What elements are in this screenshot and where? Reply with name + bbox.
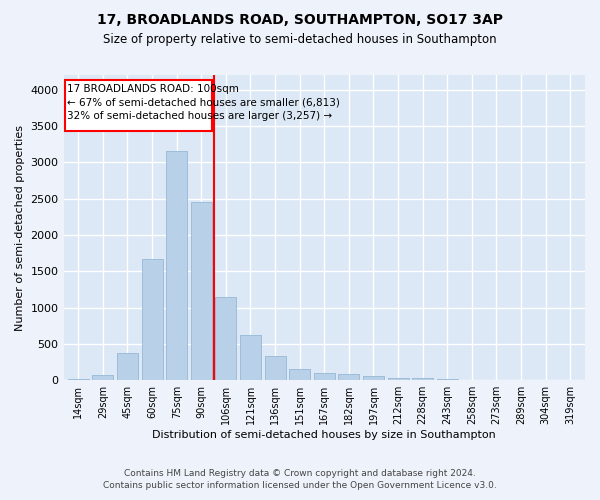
X-axis label: Distribution of semi-detached houses by size in Southampton: Distribution of semi-detached houses by … bbox=[152, 430, 496, 440]
Bar bbox=[191, 202, 212, 380]
Y-axis label: Number of semi-detached properties: Number of semi-detached properties bbox=[15, 124, 25, 330]
Text: Size of property relative to semi-detached houses in Southampton: Size of property relative to semi-detach… bbox=[103, 32, 497, 46]
Bar bbox=[338, 374, 359, 380]
Bar bbox=[215, 296, 236, 380]
Bar bbox=[388, 378, 409, 380]
Bar bbox=[412, 378, 433, 380]
Bar bbox=[142, 259, 163, 380]
Bar bbox=[92, 375, 113, 380]
Text: 17 BROADLANDS ROAD: 100sqm: 17 BROADLANDS ROAD: 100sqm bbox=[67, 84, 239, 94]
Bar bbox=[166, 152, 187, 380]
Bar bbox=[240, 335, 261, 380]
FancyBboxPatch shape bbox=[65, 80, 212, 131]
Bar bbox=[68, 379, 89, 380]
Bar bbox=[265, 356, 286, 380]
Text: Contains public sector information licensed under the Open Government Licence v3: Contains public sector information licen… bbox=[103, 481, 497, 490]
Text: ← 67% of semi-detached houses are smaller (6,813): ← 67% of semi-detached houses are smalle… bbox=[67, 98, 340, 108]
Bar bbox=[314, 373, 335, 380]
Text: Contains HM Land Registry data © Crown copyright and database right 2024.: Contains HM Land Registry data © Crown c… bbox=[124, 468, 476, 477]
Text: 32% of semi-detached houses are larger (3,257) →: 32% of semi-detached houses are larger (… bbox=[67, 110, 332, 120]
Bar bbox=[363, 376, 384, 380]
Bar bbox=[289, 368, 310, 380]
Text: 17, BROADLANDS ROAD, SOUTHAMPTON, SO17 3AP: 17, BROADLANDS ROAD, SOUTHAMPTON, SO17 3… bbox=[97, 12, 503, 26]
Bar bbox=[117, 352, 138, 380]
